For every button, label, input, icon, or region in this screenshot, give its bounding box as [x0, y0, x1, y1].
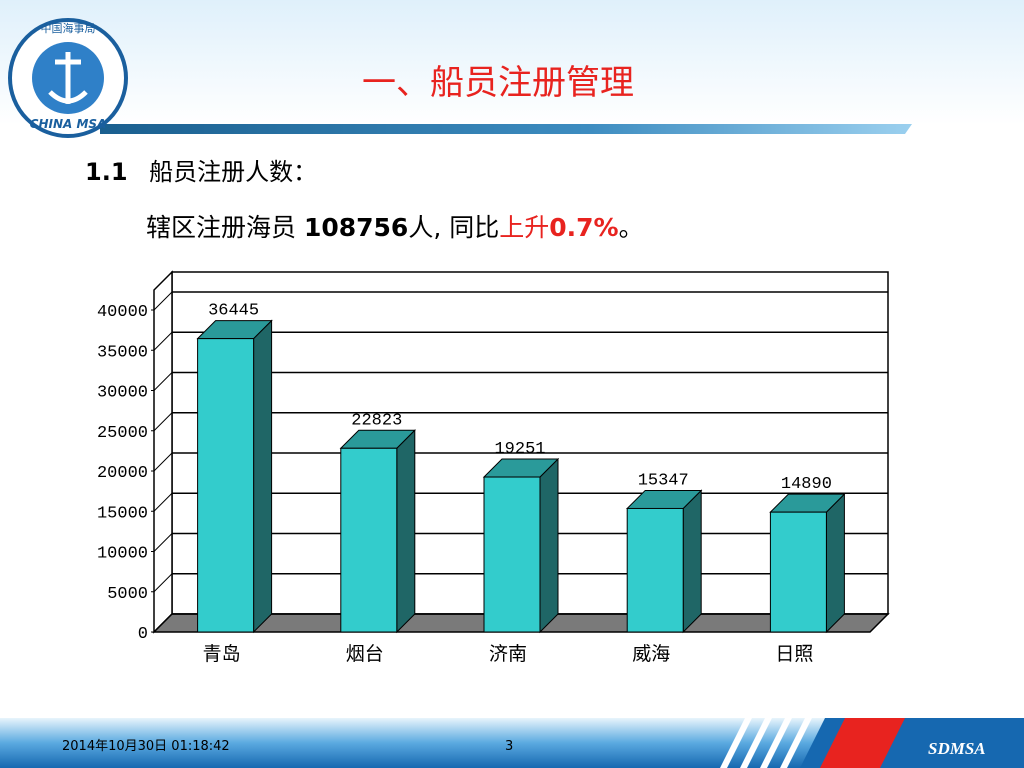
bar-side: [396, 429, 416, 634]
footer-page: 3: [505, 739, 513, 754]
chart: 0 5000 10000 15000 20000 25000 30000 35000 40000…: [97, 270, 890, 665]
grid-line: [153, 331, 173, 351]
logo: 中国海事局 CHINA MSA: [8, 18, 128, 138]
y-tick-label: 5000: [107, 585, 148, 604]
header-band: [0, 0, 1024, 125]
y-tick-label: 35000: [97, 343, 148, 362]
bar: [197, 338, 255, 633]
x-tick-label: 日照: [775, 643, 813, 665]
x-tick-label: 济南: [489, 643, 527, 665]
y-tick-label: 40000: [97, 303, 148, 322]
y-tick-label: 25000: [97, 424, 148, 443]
bar: [626, 507, 684, 633]
grid-line: [153, 372, 173, 391]
y-tick-label: 10000: [97, 545, 148, 564]
y-tick-label: 0: [138, 625, 148, 644]
logo-top: 中国海事局: [41, 21, 96, 35]
bar-side: [682, 489, 702, 634]
section-title: 船员注册人数：: [149, 158, 317, 186]
bar-side: [253, 319, 273, 634]
bar: [340, 447, 398, 633]
slide-title: 一、船员注册管理: [362, 63, 634, 103]
data-label: 19251: [494, 440, 545, 459]
grid-line: [153, 613, 173, 633]
section-number: 1.1: [85, 158, 128, 186]
footer-stripes: [720, 718, 1024, 768]
bar: [769, 511, 827, 633]
header-rule: [100, 124, 912, 134]
x-tick-label: 青岛: [203, 643, 241, 665]
bar-side: [539, 457, 559, 634]
grid-line: [153, 492, 173, 512]
summary-prefix: 辖区注册海员: [146, 213, 304, 242]
data-label: 22823: [351, 411, 402, 430]
x-tick-label: 烟台: [346, 643, 384, 665]
grid-line: [153, 412, 173, 432]
summary-rate: 0.7%: [549, 213, 618, 242]
summary-middle: 人, 同比: [408, 213, 499, 242]
logo-bottom: CHINA MSA: [30, 117, 107, 131]
summary-total: 108756: [304, 213, 408, 242]
side-wall: [153, 270, 173, 634]
footer-brand: SDMSA: [928, 739, 986, 758]
summary-trend: 上升: [499, 213, 549, 242]
bar-side: [825, 492, 845, 634]
y-tick-label: 15000: [97, 504, 148, 523]
x-tick-label: 威海: [632, 643, 670, 665]
data-label: 36445: [208, 302, 259, 321]
data-label: 15347: [638, 471, 689, 490]
grid-line: [153, 452, 173, 472]
section-heading: 1.1 船员注册人数：: [85, 158, 317, 186]
footer-date: 2014年10月30日 01:18:42: [62, 739, 230, 754]
grid-line: [153, 573, 173, 593]
grid-line: [153, 533, 173, 552]
summary-end: 。: [619, 213, 644, 242]
data-label: 14890: [781, 475, 832, 494]
bar: [483, 476, 541, 633]
y-tick-label: 30000: [97, 384, 148, 403]
y-tick-label: 20000: [97, 464, 148, 483]
summary-line: 辖区注册海员 108756人, 同比上升0.7%。: [146, 213, 644, 242]
grid-line: [153, 291, 173, 311]
